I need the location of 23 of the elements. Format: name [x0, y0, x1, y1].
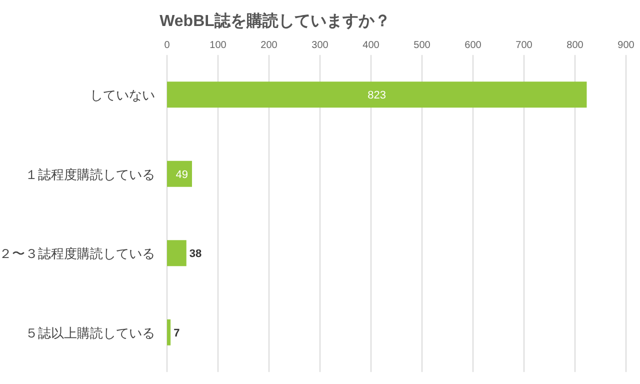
- x-tick-label: 900: [618, 40, 635, 51]
- x-tick-label: 800: [566, 40, 584, 51]
- bar: [167, 82, 587, 108]
- y-tick-label: ５誌以上購読している: [25, 325, 155, 340]
- x-tick-label: 500: [414, 40, 431, 51]
- x-tick-label: 300: [312, 40, 329, 51]
- x-tick-label: 600: [464, 40, 482, 51]
- y-tick-label: していない: [90, 88, 155, 103]
- x-tick-label: 0: [164, 40, 170, 51]
- chart-title: WebBL誌を購読していますか？: [160, 12, 390, 30]
- x-tick-label: 100: [210, 40, 227, 51]
- bar: [167, 160, 192, 187]
- data-label: 7: [174, 327, 180, 340]
- y-tick-label: １誌程度購読している: [25, 166, 155, 182]
- x-tick-label: 200: [260, 40, 278, 51]
- data-label: 38: [189, 248, 202, 260]
- x-tick-label: 700: [516, 40, 533, 51]
- data-label: 49: [176, 168, 188, 181]
- y-tick-label: ２〜３誌程度購読している: [0, 246, 155, 262]
- bar: [167, 319, 171, 346]
- x-tick-label: 400: [362, 40, 380, 51]
- bar: [167, 240, 186, 266]
- data-label: 823: [368, 90, 386, 102]
